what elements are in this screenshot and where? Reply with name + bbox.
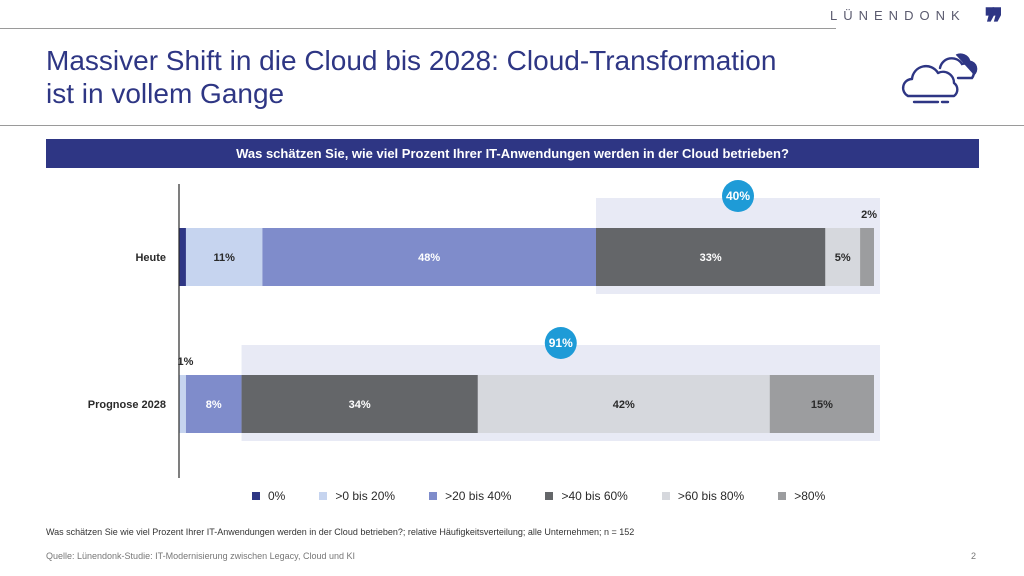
page-title-line-1: Massiver Shift in die Cloud bis 2028: Cl…: [46, 45, 777, 76]
legend-item-0: 0%: [252, 489, 285, 503]
stacked-bar-chart: 11% 48% 33% 5% 2% Heute 1% 8% 34% 42% 15% Prognose …: [88, 180, 881, 478]
page-number: 2: [971, 551, 977, 561]
bar-label-1-5: 15%: [811, 399, 833, 411]
highlight-badge-0: [722, 180, 754, 212]
bar-segment-0-3: [596, 228, 826, 286]
highlight-badge-1: [544, 327, 577, 359]
cloud-icon: [901, 53, 978, 104]
legend-swatch-2: [429, 492, 438, 500]
section-rule: [0, 125, 1024, 126]
bar-label-1-3: 34%: [349, 399, 371, 411]
bar-segment-0-0: [179, 228, 186, 286]
legend-label-4: >60 bis 80%: [677, 489, 745, 503]
bar-segment-1-1: [179, 375, 186, 433]
brand-logo-text: LÜNENDONK: [830, 8, 966, 23]
legend-swatch-1: [319, 492, 328, 500]
legend-label-5: >80%: [794, 489, 826, 503]
legend-label-2: >20 bis 40%: [445, 489, 512, 503]
legend-item-2: >20 bis 40%: [429, 489, 511, 503]
page-title: Massiver Shift in die Cloud bis 2028: Cl…: [46, 44, 776, 110]
bar-label-0-2: 48%: [418, 252, 440, 264]
legend-label-1: >0 bis 20%: [335, 489, 396, 503]
bar-segment-1-4: [477, 375, 770, 433]
bar-segment-0-1: [185, 228, 263, 286]
legend-item-4: >60 bis 80%: [661, 489, 745, 503]
bar-label-1-2: 8%: [206, 399, 222, 411]
bar-label-0-3: 33%: [700, 252, 722, 264]
bar-segment-0-4: [825, 228, 861, 286]
legend-swatch-4: [661, 492, 670, 500]
legend-label-3: >40 bis 60%: [561, 489, 628, 503]
legend-item-5: >80%: [778, 489, 825, 503]
bar-segment-0-5: [860, 228, 874, 286]
bar-label-1-1: 1%: [178, 356, 194, 368]
bar-segment-1-5: [769, 375, 874, 433]
bar-label-0-4: 5%: [835, 252, 851, 264]
question-banner: Was schätzen Sie, wie viel Prozent Ihrer…: [46, 139, 979, 168]
bar-segment-1-2: [185, 375, 242, 433]
bar-label-0-1: 11%: [213, 252, 235, 264]
category-label-0: Heute: [135, 252, 166, 264]
legend-swatch-3: [545, 492, 554, 500]
legend-item-1: >0 bis 20%: [319, 489, 395, 503]
page-title-line-2: ist in vollem Gange: [46, 78, 285, 109]
category-label-1: Prognose 2028: [88, 399, 166, 411]
bar-segment-0-2: [262, 228, 596, 286]
highlight-badge-label-1: 91%: [549, 336, 573, 350]
footnote: Was schätzen Sie wie viel Prozent Ihrer …: [46, 527, 635, 537]
chart-legend: 0% >0 bis 20% >20 bis 40% >40 bis 60% >60 bi…: [252, 489, 825, 503]
header-rule: [0, 28, 836, 29]
legend-label-0: 0%: [268, 489, 286, 503]
bar-segment-1-3: [241, 375, 478, 433]
legend-swatch-0: [252, 492, 260, 500]
highlight-badge-label-0: 40%: [726, 189, 750, 203]
legend-swatch-5: [778, 492, 787, 500]
bar-label-0-5: 2%: [861, 209, 877, 221]
legend-item-3: >40 bis 60%: [545, 489, 628, 503]
source-note: Quelle: Lünendonk-Studie: IT-Modernisier…: [46, 551, 356, 561]
brand-quote-mark: ❜❜: [984, 0, 1004, 47]
bar-label-1-4: 42%: [613, 399, 635, 411]
